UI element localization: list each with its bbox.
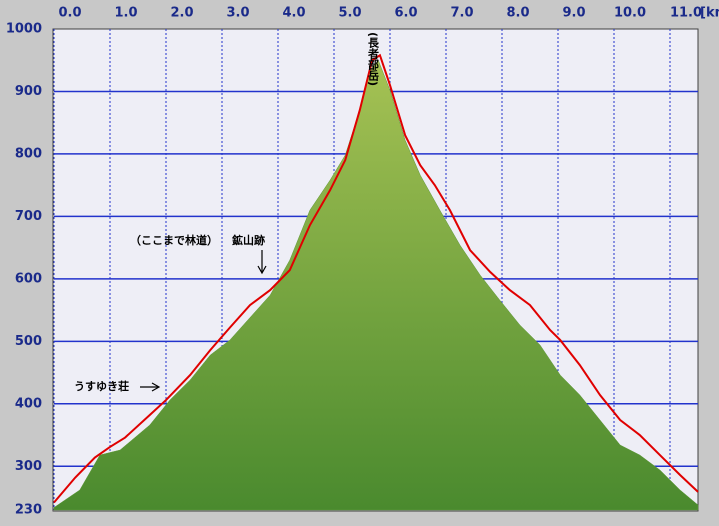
x-tick-label: 9.0 bbox=[562, 6, 585, 21]
annotation: うすゆき荘 bbox=[74, 379, 129, 393]
y-tick-label: 400 bbox=[15, 396, 42, 411]
arrows bbox=[140, 250, 267, 392]
x-tick-label: 5.0 bbox=[338, 6, 361, 21]
y-tick-label: 230 bbox=[15, 503, 42, 518]
x-tick-label: 6.0 bbox=[394, 6, 417, 21]
x-tick-label: 3.0 bbox=[226, 6, 249, 21]
y-tick-label: 1000 bbox=[6, 22, 42, 37]
annotation: 鉱山跡 bbox=[232, 233, 265, 247]
elevation-area bbox=[53, 59, 699, 511]
route-line bbox=[53, 53, 699, 504]
x-tick-label: 2.0 bbox=[170, 6, 193, 21]
annotation: (長者部岳) bbox=[367, 32, 381, 86]
x-tick-label: 10.0 bbox=[614, 6, 646, 21]
x-tick-label: 1.0 bbox=[114, 6, 137, 21]
y-tick-label: 900 bbox=[15, 84, 42, 99]
x-tick-label: 11.0 bbox=[670, 6, 702, 21]
x-tick-label: 7.0 bbox=[450, 6, 473, 21]
x-tick-label: 4.0 bbox=[282, 6, 305, 21]
y-tick-label: 800 bbox=[15, 146, 42, 161]
y-tick-label: 700 bbox=[15, 209, 42, 224]
y-tick-label: 300 bbox=[15, 459, 42, 474]
x-tick-label: 8.0 bbox=[506, 6, 529, 21]
annotation: （ここまで林道） bbox=[130, 233, 218, 247]
y-tick-label: 600 bbox=[15, 271, 42, 286]
x-axis-label: [km bbox=[700, 6, 719, 21]
y-tick-label: 500 bbox=[15, 334, 42, 349]
x-tick-label: 0.0 bbox=[58, 6, 81, 21]
